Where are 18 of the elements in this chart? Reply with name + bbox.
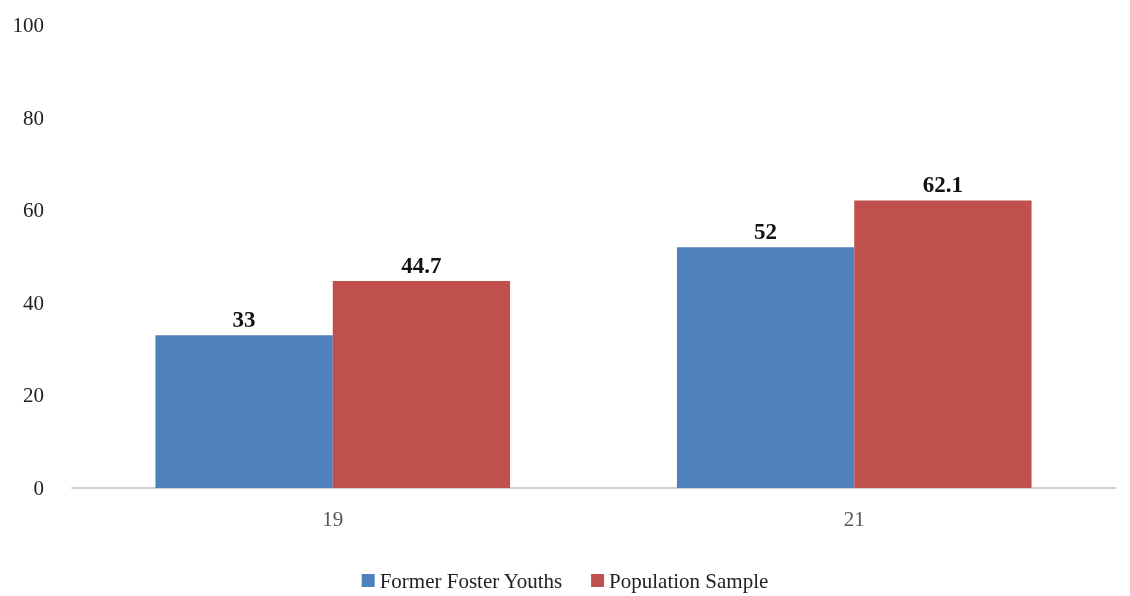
y-tick-label: 80 [23,105,44,130]
bar [155,335,333,488]
y-tick-label: 40 [23,290,44,315]
data-label: 44.7 [401,253,442,279]
legend-label: Population Sample [609,568,769,593]
y-tick-label: 0 [33,476,44,500]
y-tick-label: 60 [23,198,44,223]
data-label: 52 [754,219,778,245]
y-tick-label: 100 [12,13,44,37]
bar [676,247,855,488]
bar [854,200,1032,488]
data-label: 62.1 [922,172,964,198]
y-tick-label: 20 [23,383,44,408]
bar [332,281,511,488]
data-label: 33 [232,307,256,333]
x-tick-label: 21 [843,506,865,531]
legend-label: Former Foster Youths [379,568,563,593]
x-tick-label: 19 [322,506,344,531]
